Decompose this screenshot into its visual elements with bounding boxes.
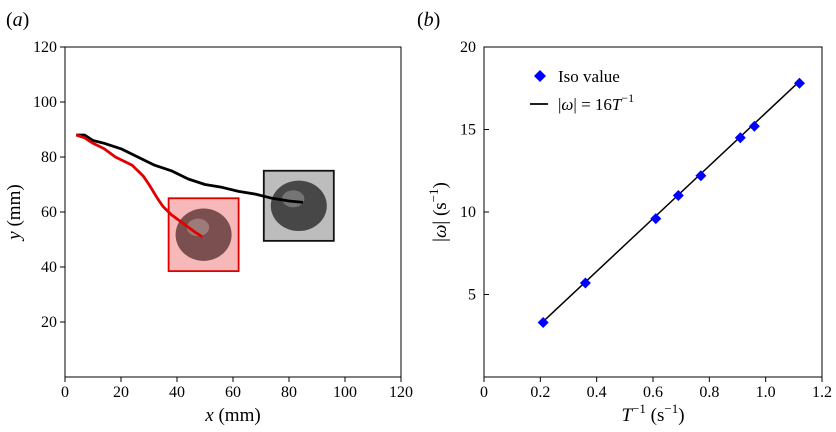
y-axis-label-b: |ω| (s−1) (426, 182, 451, 242)
x-tick-label: 0.2 (530, 384, 550, 401)
x-tick-label: 0 (61, 384, 69, 401)
x-tick-label: 120 (389, 384, 413, 401)
legend: Iso value |ω| = 16T−1 (530, 67, 634, 114)
object-box-2 (262, 169, 335, 242)
y-tick-label: 20 (460, 39, 476, 56)
y-tick-label: 80 (41, 149, 57, 166)
y-ticks-b: 5 10 15 20 (460, 39, 489, 304)
x-tick-label: 1.2 (812, 384, 832, 401)
y-tick-label: 60 (41, 204, 57, 221)
x-tick-label: 100 (333, 384, 357, 401)
data-point (748, 120, 760, 132)
fit-line-path (542, 80, 800, 323)
y-tick-label: 5 (468, 287, 476, 304)
x-tick-label: 20 (113, 384, 129, 401)
object-blob (175, 208, 232, 261)
legend-item-fit: |ω| = 16T−1 (530, 91, 634, 114)
legend-label-fit: |ω| = 16T−1 (558, 91, 634, 114)
y-tick-label: 120 (33, 39, 57, 56)
x-tick-label: 1.0 (756, 384, 776, 401)
panel-a: (a) 0 20 40 60 80 100 120 20 40 60 80 100 120 x (mm… (4, 9, 413, 426)
x-ticks-a: 0 20 40 60 80 100 120 (61, 377, 413, 401)
data-point (672, 190, 684, 201)
x-ticks-b: 0 0.2 0.4 0.6 0.8 1.0 1.2 (480, 377, 832, 401)
data-point (650, 213, 662, 225)
legend-item-iso-value: Iso value (534, 67, 620, 86)
y-tick-label: 15 (460, 122, 476, 139)
y-tick-label: 20 (41, 314, 57, 331)
x-tick-label: 0.8 (699, 384, 719, 401)
x-axis-label-b: T−1 (s−1) (621, 401, 684, 426)
panel-b: (b) 0 0.2 0.4 0.6 0.8 1.0 1.2 5 10 15 20 T−1 (s−1… (417, 9, 832, 426)
data-point (579, 277, 591, 289)
x-axis-label-a: x (mm) (204, 405, 260, 426)
data-point (537, 317, 549, 329)
panel-a-label: (a) (6, 9, 29, 31)
data-point (734, 132, 746, 144)
x-tick-label: 0.6 (643, 384, 663, 401)
trajectory-lines (75, 133, 304, 238)
object-blob-highlight (282, 190, 305, 208)
data-point (793, 77, 805, 89)
object-box-1 (167, 197, 240, 273)
plot-frame-b (483, 46, 823, 378)
trajectory-series-2 (75, 133, 203, 238)
iso-value-markers (537, 77, 805, 329)
y-tick-label: 100 (33, 94, 57, 111)
legend-label-iso-value: Iso value (558, 67, 620, 86)
y-tick-label: 10 (460, 204, 476, 221)
object-boxes (167, 169, 335, 273)
x-tick-label: 0.4 (587, 384, 607, 401)
y-ticks-a: 20 40 60 80 100 120 (33, 39, 65, 331)
y-axis-label-a: y (mm) (4, 184, 25, 241)
legend-diamond-marker (534, 70, 546, 82)
data-point (695, 170, 707, 182)
x-tick-label: 0 (480, 384, 488, 401)
x-tick-label: 60 (225, 384, 241, 401)
trajectory-series-1 (76, 133, 304, 204)
panel-b-label: (b) (417, 9, 440, 31)
x-tick-label: 40 (169, 384, 185, 401)
x-tick-label: 80 (281, 384, 297, 401)
fit-line (542, 80, 800, 323)
y-tick-label: 40 (41, 259, 57, 276)
object-blob (270, 180, 327, 232)
